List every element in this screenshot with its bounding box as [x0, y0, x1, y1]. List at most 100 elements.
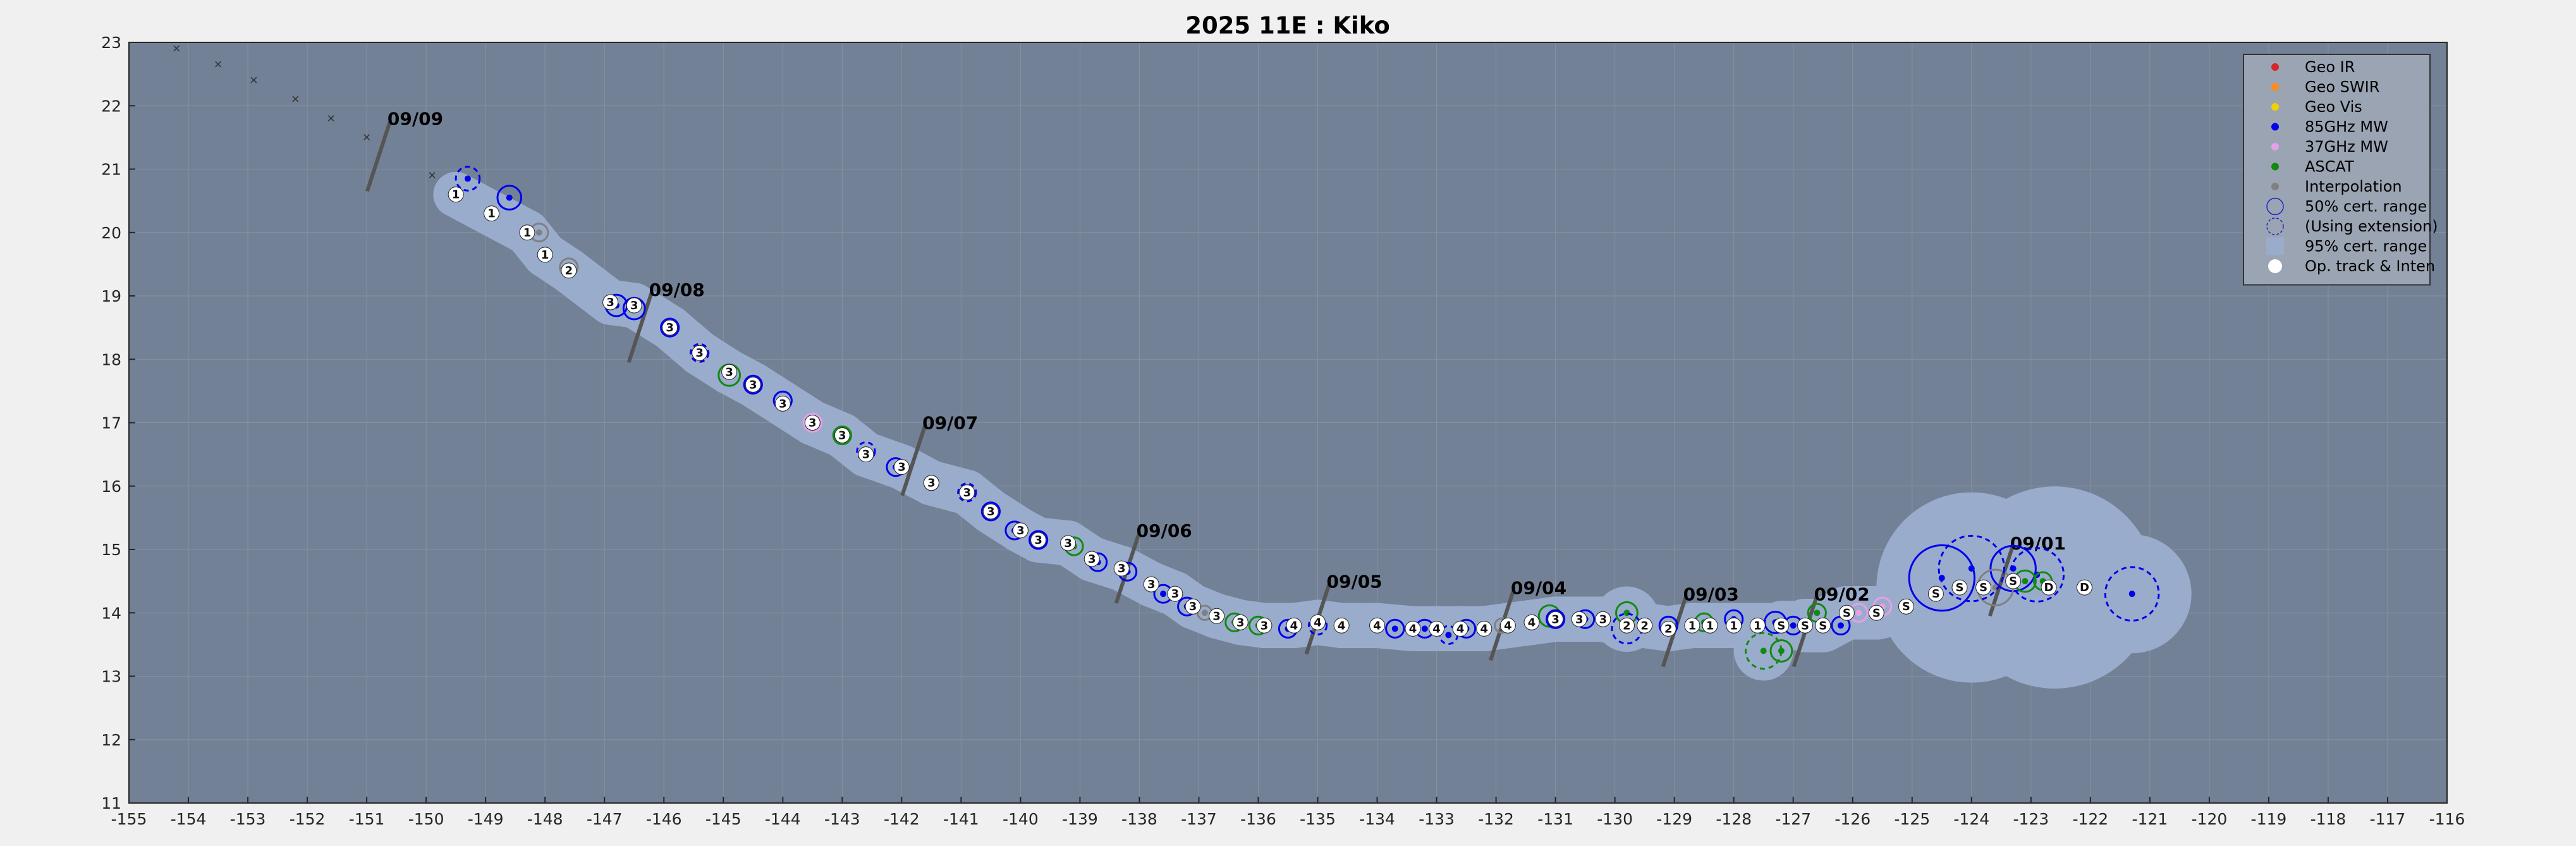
y-tick-label: 17 — [101, 414, 121, 432]
track-label: 1 — [1730, 619, 1738, 632]
legend-swatch — [2266, 237, 2284, 255]
legend-label: (Using extension) — [2305, 218, 2438, 235]
track-point — [1595, 611, 1611, 627]
track-label: 3 — [862, 448, 870, 462]
x-tick-label: -139 — [1062, 810, 1098, 828]
x-tick-label: -144 — [765, 810, 801, 828]
track-point — [1838, 604, 1855, 621]
x-tick-label: -130 — [1597, 810, 1633, 828]
track-point — [1333, 617, 1350, 634]
fix-ring — [1908, 544, 1975, 612]
date-label: 09/08 — [649, 279, 705, 300]
track-label: 4 — [1314, 616, 1322, 629]
x-tick-label: -146 — [646, 810, 682, 828]
track-point — [1797, 617, 1814, 634]
track-label: D — [2080, 581, 2089, 594]
fix-dot — [1391, 625, 1398, 632]
x-tick-label: -127 — [1775, 810, 1811, 828]
track-point — [537, 247, 553, 263]
fix-ring — [455, 166, 481, 192]
fix-dot — [1201, 610, 1208, 616]
track-label: 3 — [749, 378, 757, 391]
track-point — [1571, 611, 1587, 627]
x-mark: × — [363, 129, 371, 145]
fix-dot — [1938, 575, 1945, 582]
track-label: 3 — [630, 299, 638, 312]
fix-ring — [832, 425, 852, 446]
track-label: S — [2009, 575, 2017, 588]
track-point — [692, 345, 708, 361]
track-label: 3 — [1236, 616, 1245, 629]
track-point — [982, 503, 999, 520]
track-label: 3 — [1212, 610, 1221, 623]
track-label: 1 — [1754, 619, 1762, 632]
x-tick-label: -140 — [1003, 810, 1039, 828]
legend-swatch — [2271, 143, 2279, 150]
track-label: 3 — [666, 321, 674, 334]
track-label: 3 — [606, 296, 614, 309]
x-tick-label: -142 — [884, 810, 920, 828]
legend: Geo IR Geo SWIR Geo Vis 85GHz MW 37GHz MW ASC… — [2243, 54, 2438, 286]
x-mark: × — [327, 110, 335, 126]
legend-label: ASCAT — [2305, 158, 2354, 176]
track-label: 4 — [1373, 619, 1381, 632]
track-point — [1637, 617, 1653, 634]
track-label: 3 — [963, 486, 971, 500]
track-label: 4 — [1504, 619, 1512, 632]
fix-dot — [464, 175, 471, 182]
x-tick-label: -124 — [1953, 810, 1989, 828]
track-label: 3 — [809, 417, 817, 430]
fix-ring — [690, 343, 710, 363]
fix-ring — [1546, 609, 1566, 629]
x-mark: × — [250, 72, 258, 88]
x-tick-label: -126 — [1834, 810, 1871, 828]
track-label: 4 — [1456, 622, 1465, 635]
fix-dot — [1814, 610, 1821, 616]
track-point — [893, 459, 910, 475]
x-tick-label: -118 — [2310, 810, 2347, 828]
x-tick-label: -138 — [1121, 810, 1157, 828]
track-label: 3 — [1551, 613, 1560, 626]
fix-ring — [856, 441, 876, 462]
fix-dot — [2010, 565, 2017, 572]
date-label: 09/06 — [1137, 520, 1192, 541]
track-label: 1 — [523, 226, 532, 240]
fix-dot — [1855, 610, 1862, 616]
y-tick-label: 15 — [101, 541, 121, 559]
track-point — [721, 364, 738, 380]
fix-dot — [506, 194, 513, 201]
x-tick-label: -154 — [171, 810, 207, 828]
track-label: 3 — [1575, 613, 1584, 626]
track-point — [1773, 617, 1790, 634]
x-tick-label: -117 — [2370, 810, 2406, 828]
y-tick-label: 18 — [101, 350, 121, 369]
track-point — [519, 224, 535, 241]
date-tick — [900, 425, 927, 496]
track-point — [1084, 551, 1100, 567]
track-label: S — [1801, 619, 1809, 632]
x-mark: × — [214, 56, 223, 72]
x-tick-label: -147 — [587, 810, 623, 828]
x-tick-label: -135 — [1300, 810, 1336, 828]
track-label: 3 — [987, 505, 995, 518]
fix-dot — [1623, 610, 1630, 616]
track-label: 3 — [898, 461, 906, 474]
track-label: 3 — [838, 429, 846, 443]
track-point — [2041, 579, 2057, 596]
fix-ring — [980, 501, 1001, 522]
x-tick-label: -125 — [1894, 810, 1930, 828]
x-mark: × — [173, 40, 181, 56]
x-tick-label: -148 — [527, 810, 563, 828]
y-tick-label: 20 — [101, 224, 121, 242]
fix-dot — [1445, 632, 1452, 639]
fix-dot — [1160, 591, 1167, 598]
fix-ring — [1938, 534, 2006, 603]
track-point — [602, 294, 619, 310]
y-tick-label: 19 — [101, 287, 121, 305]
date-tick — [626, 292, 654, 364]
track-point — [1185, 598, 1201, 615]
track-point — [1286, 617, 1302, 634]
track-point — [1618, 617, 1635, 634]
track-point — [1547, 611, 1564, 627]
